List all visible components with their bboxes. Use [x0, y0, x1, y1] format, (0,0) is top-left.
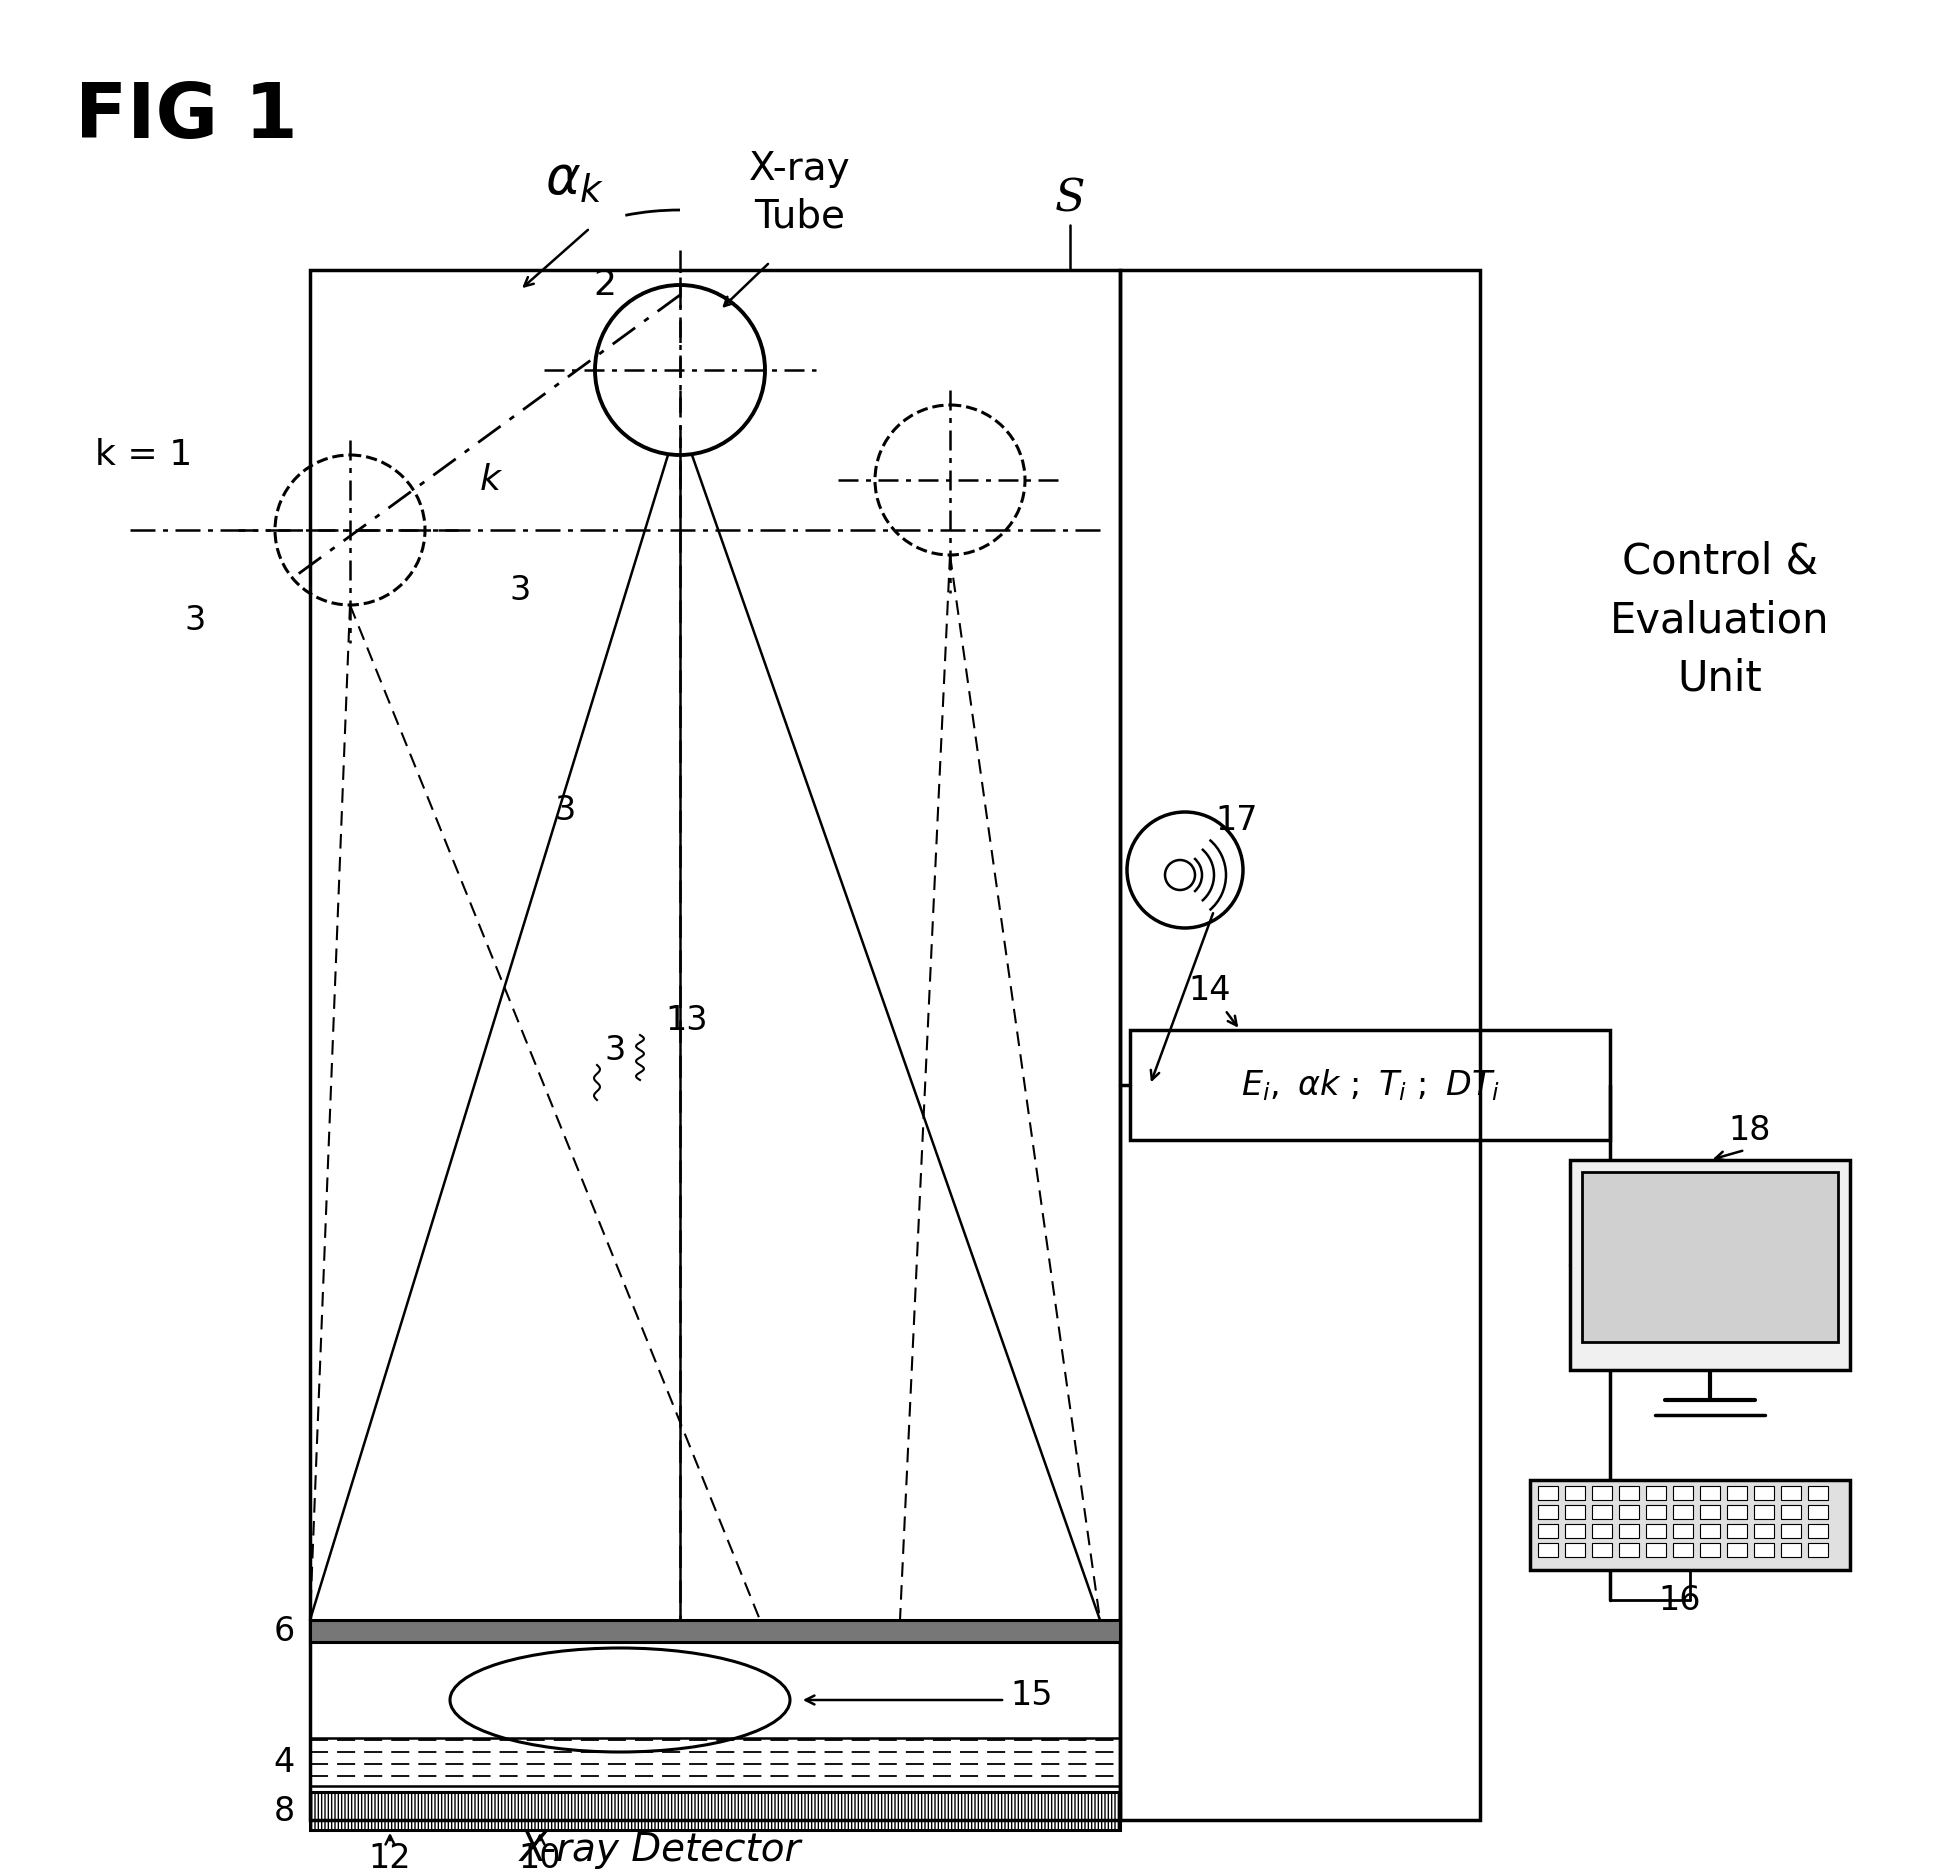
Text: 17: 17	[1214, 804, 1257, 837]
Bar	[1674, 1505, 1693, 1519]
Bar	[1582, 1172, 1839, 1342]
Bar	[1808, 1523, 1827, 1538]
Bar	[1565, 1544, 1584, 1557]
Text: X-ray Detector: X-ray Detector	[520, 1832, 800, 1869]
Text: 3: 3	[605, 1034, 625, 1067]
Bar	[1537, 1544, 1559, 1557]
Bar	[1537, 1486, 1559, 1501]
Text: 2: 2	[594, 267, 617, 303]
Text: 15: 15	[1010, 1678, 1053, 1712]
Bar	[1701, 1523, 1720, 1538]
Text: 3: 3	[510, 574, 531, 607]
Bar	[1726, 1523, 1748, 1538]
Text: k: k	[479, 464, 500, 497]
Text: 8: 8	[274, 1794, 296, 1828]
Bar	[1808, 1544, 1827, 1557]
Bar	[1565, 1523, 1584, 1538]
Bar	[309, 1738, 1121, 1787]
Bar	[1619, 1523, 1639, 1538]
Bar	[1701, 1486, 1720, 1501]
Bar	[1121, 269, 1481, 1820]
Bar	[1565, 1505, 1584, 1519]
Text: Control &
Evaluation
Unit: Control & Evaluation Unit	[1609, 540, 1829, 699]
Bar	[1565, 1486, 1584, 1501]
Text: $\alpha_k$: $\alpha_k$	[545, 153, 605, 206]
Text: $E_i,\ \alpha k\ ;\ T_i\ ;\ DT_i$: $E_i,\ \alpha k\ ;\ T_i\ ;\ DT_i$	[1240, 1067, 1500, 1103]
Bar	[1619, 1505, 1639, 1519]
Bar	[1592, 1505, 1611, 1519]
Bar	[1726, 1505, 1748, 1519]
Bar	[1646, 1486, 1666, 1501]
Bar	[1726, 1544, 1748, 1557]
Bar	[1131, 1030, 1609, 1140]
Bar	[1570, 1161, 1851, 1370]
Bar	[1701, 1505, 1720, 1519]
Bar	[1592, 1486, 1611, 1501]
Text: 10: 10	[520, 1841, 560, 1869]
Bar	[1781, 1486, 1800, 1501]
Bar	[1808, 1505, 1827, 1519]
Bar	[1701, 1544, 1720, 1557]
Text: 13: 13	[666, 1004, 708, 1037]
Bar	[309, 1620, 1121, 1643]
Bar	[1646, 1544, 1666, 1557]
Text: 3: 3	[185, 604, 206, 637]
Bar	[1674, 1544, 1693, 1557]
Text: 18: 18	[1728, 1114, 1771, 1146]
Text: 6: 6	[274, 1615, 296, 1647]
Bar	[1781, 1544, 1800, 1557]
Bar	[1646, 1523, 1666, 1538]
Text: k = 1: k = 1	[95, 437, 193, 473]
Bar	[1646, 1505, 1666, 1519]
Bar	[1619, 1486, 1639, 1501]
Bar	[1537, 1505, 1559, 1519]
Bar	[1808, 1486, 1827, 1501]
Bar	[1592, 1523, 1611, 1538]
Bar	[1753, 1523, 1775, 1538]
Bar	[1537, 1523, 1559, 1538]
Bar	[309, 269, 1121, 1820]
Bar	[1753, 1505, 1775, 1519]
Bar	[1781, 1505, 1800, 1519]
Bar	[1674, 1523, 1693, 1538]
Bar	[1781, 1523, 1800, 1538]
Bar	[1726, 1486, 1748, 1501]
Text: 16: 16	[1658, 1583, 1701, 1617]
Bar	[1530, 1480, 1851, 1570]
Bar	[1619, 1544, 1639, 1557]
Text: 4: 4	[274, 1746, 296, 1779]
Bar	[1753, 1486, 1775, 1501]
Text: 12: 12	[368, 1841, 411, 1869]
Bar	[1753, 1544, 1775, 1557]
Text: FIG 1: FIG 1	[76, 80, 298, 153]
Text: S: S	[1055, 178, 1086, 221]
Text: X-ray
Tube: X-ray Tube	[749, 150, 850, 235]
Bar	[1592, 1544, 1611, 1557]
Bar	[309, 1792, 1121, 1830]
Text: 3: 3	[555, 794, 576, 826]
Text: 14: 14	[1189, 974, 1232, 1007]
Bar	[1674, 1486, 1693, 1501]
